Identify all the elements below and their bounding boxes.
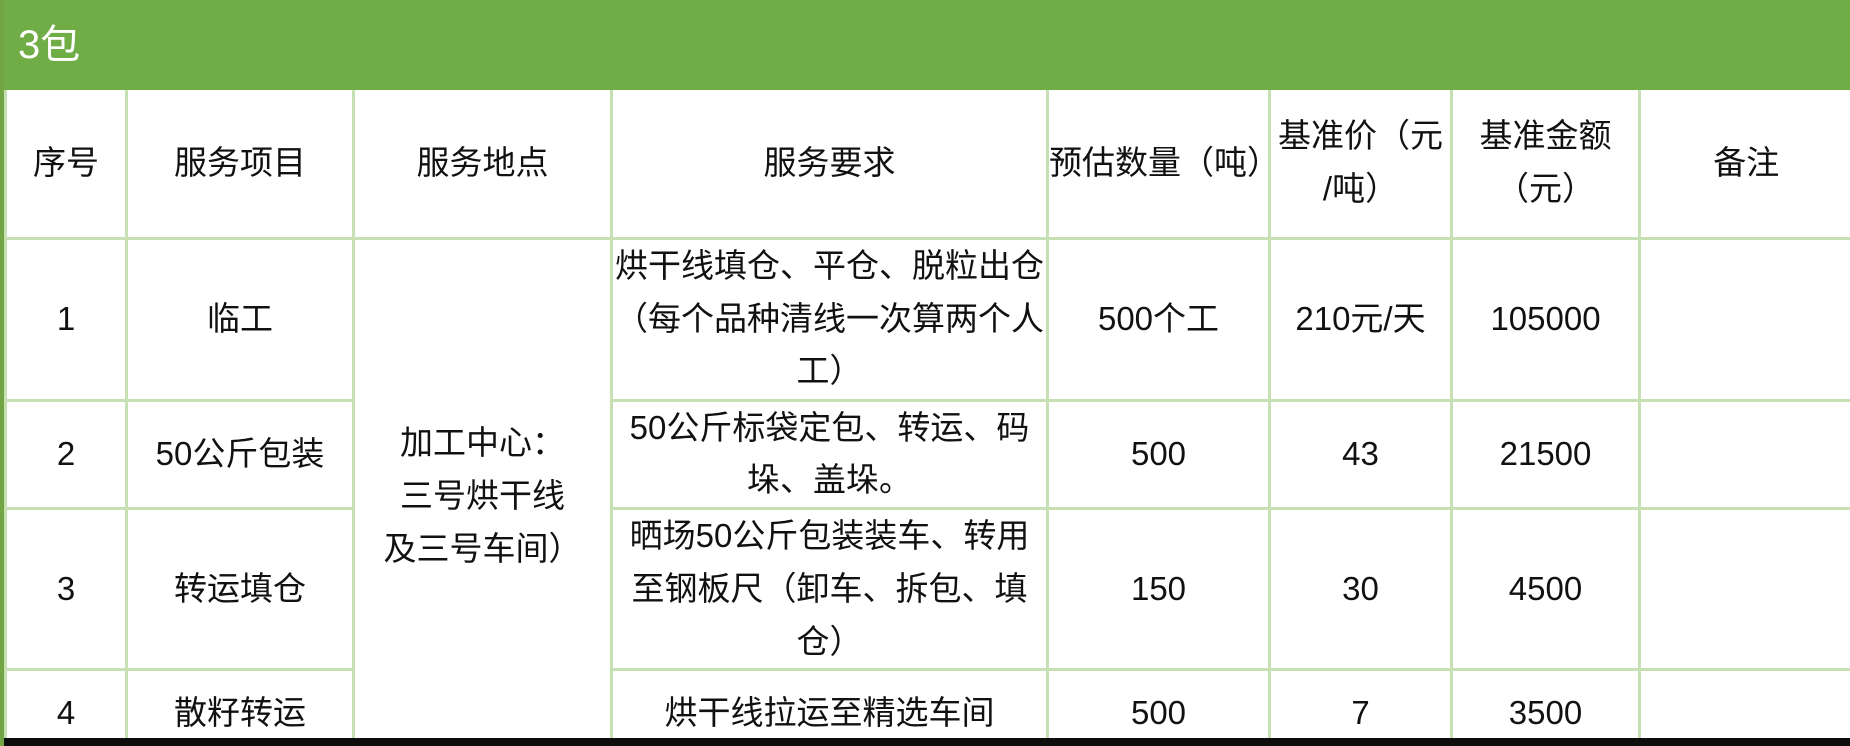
- cell-base-price: 7: [1268, 668, 1453, 746]
- header-estimated-quantity: 预估数量（吨）: [1046, 90, 1280, 240]
- cell-service-item: 转运填仓: [125, 507, 355, 672]
- cell-service-requirement: 烘干线填仓、平仓、脱粒出仓（每个品种清线一次算两个人工）: [610, 236, 1049, 402]
- header-service-requirement: 服务要求: [610, 90, 1049, 240]
- table-row: 1 临工 加工中心： 三号烘干线 及三号车间） 烘干线填仓、平仓、脱粒出仓（每个…: [4, 236, 1850, 746]
- header-row: 序号 服务项目 服务地点 服务要求 预估数量（吨） 基准价（元 /吨） 基准金额…: [4, 90, 1850, 240]
- cell-quantity: 500: [1046, 398, 1271, 511]
- cell-seq: 3: [4, 507, 128, 672]
- cell-base-price: 210元/天: [1268, 236, 1453, 402]
- package-title-bar: 3包: [4, 0, 1850, 90]
- header-seq: 序号: [4, 90, 128, 240]
- cell-base-amount: 21500: [1450, 398, 1641, 511]
- cell-remark: [1638, 668, 1850, 746]
- table-row: 2 50公斤包装 50公斤标袋定包、转运、码垛、盖垛。 500 43 21500: [4, 398, 1850, 511]
- header-base-price: 基准价（元 /吨）: [1268, 90, 1453, 240]
- cell-seq: 2: [4, 398, 128, 511]
- cell-service-location-merged: 加工中心： 三号烘干线 及三号车间）: [352, 236, 613, 746]
- cell-service-item: 50公斤包装: [125, 398, 355, 511]
- header-service-location: 服务地点: [352, 90, 613, 240]
- package-title: 3包: [18, 23, 81, 67]
- cell-quantity: 150: [1046, 507, 1271, 672]
- cell-base-price: 43: [1268, 398, 1453, 511]
- cell-base-price: 30: [1268, 507, 1453, 672]
- table-row: 3 转运填仓 晒场50公斤包装装车、转用 至钢板尺（卸车、拆包、填仓） 150 …: [4, 507, 1850, 672]
- cell-quantity: 500个工: [1046, 236, 1271, 402]
- cell-remark: [1638, 507, 1850, 672]
- cell-remark: [1638, 236, 1850, 402]
- cell-base-amount: 3500: [1450, 668, 1641, 746]
- table-row: 4 散籽转运 烘干线拉运至精选车间 500 7 3500: [4, 668, 1850, 746]
- service-table: 序号 服务项目 服务地点 服务要求 预估数量（吨） 基准价（元 /吨） 基准金额…: [4, 90, 1850, 746]
- cell-seq: 4: [4, 668, 128, 746]
- cell-base-amount: 105000: [1450, 236, 1641, 402]
- cell-service-requirement: 晒场50公斤包装装车、转用 至钢板尺（卸车、拆包、填仓）: [610, 507, 1049, 672]
- header-base-amount: 基准金额 （元）: [1450, 90, 1641, 240]
- header-remark: 备注: [1638, 90, 1850, 240]
- cell-remark: [1638, 398, 1850, 511]
- header-service-item: 服务项目: [125, 90, 355, 240]
- cell-seq: 1: [4, 236, 128, 402]
- cell-base-amount: 4500: [1450, 507, 1641, 672]
- cell-service-item: 临工: [125, 236, 355, 402]
- table-bottom-border: [4, 738, 1850, 746]
- cell-service-requirement: 烘干线拉运至精选车间: [610, 668, 1049, 746]
- cell-service-requirement: 50公斤标袋定包、转运、码垛、盖垛。: [610, 398, 1049, 511]
- cell-service-item: 散籽转运: [125, 668, 355, 746]
- cell-quantity: 500: [1046, 668, 1271, 746]
